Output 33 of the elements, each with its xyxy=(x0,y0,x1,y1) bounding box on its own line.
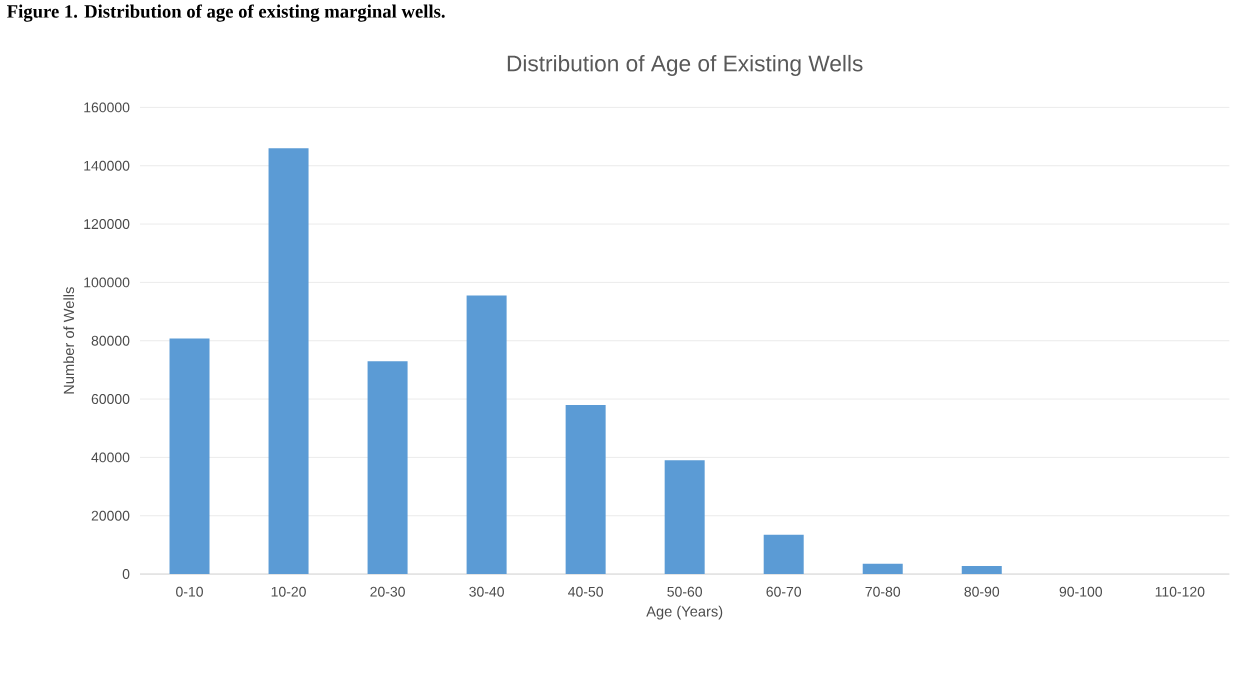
x-tick-label: 70-80 xyxy=(865,586,901,597)
y-tick-label: 60000 xyxy=(91,394,130,404)
y-tick-label: 20000 xyxy=(91,510,130,521)
y-axis-title: Number of Wells xyxy=(63,287,75,394)
x-tick-label: 80-90 xyxy=(964,586,1000,597)
y-tick-label: 160000 xyxy=(84,102,130,113)
y-tick-label: 80000 xyxy=(91,335,130,346)
bar xyxy=(268,148,309,575)
bar xyxy=(169,338,210,575)
bar xyxy=(664,460,705,575)
x-tick-label: 0-10 xyxy=(176,586,203,597)
y-tick-label: 100000 xyxy=(84,277,130,288)
bar xyxy=(565,404,606,575)
caption: Figure 1. Distribution of age of existing marginal wells. xyxy=(7,4,445,22)
x-axis-title: Age (Years) xyxy=(646,605,723,620)
y-tick-label: 40000 xyxy=(91,452,130,463)
x-tick-label: 90-100 xyxy=(1059,586,1103,597)
chart-title: Distribution of Age of Existing Wells xyxy=(507,54,863,76)
bar xyxy=(466,295,507,575)
x-tick-label: 10-20 xyxy=(271,586,306,597)
x-tick-label: 20-30 xyxy=(370,586,405,597)
x-tick-label: 110-120 xyxy=(1155,586,1205,597)
y-tick-label: 140000 xyxy=(84,160,130,171)
bar xyxy=(961,565,1002,575)
bar xyxy=(367,361,408,575)
x-tick-label: 40-50 xyxy=(568,586,603,597)
x-tick-label: 60-70 xyxy=(766,586,802,597)
bar xyxy=(763,534,804,575)
bar xyxy=(862,563,903,575)
y-tick-label: 120000 xyxy=(84,219,130,229)
x-tick-label: 50-60 xyxy=(667,586,703,597)
y-tick-label: 0 xyxy=(122,569,130,579)
x-tick-label: 30-40 xyxy=(469,586,504,597)
